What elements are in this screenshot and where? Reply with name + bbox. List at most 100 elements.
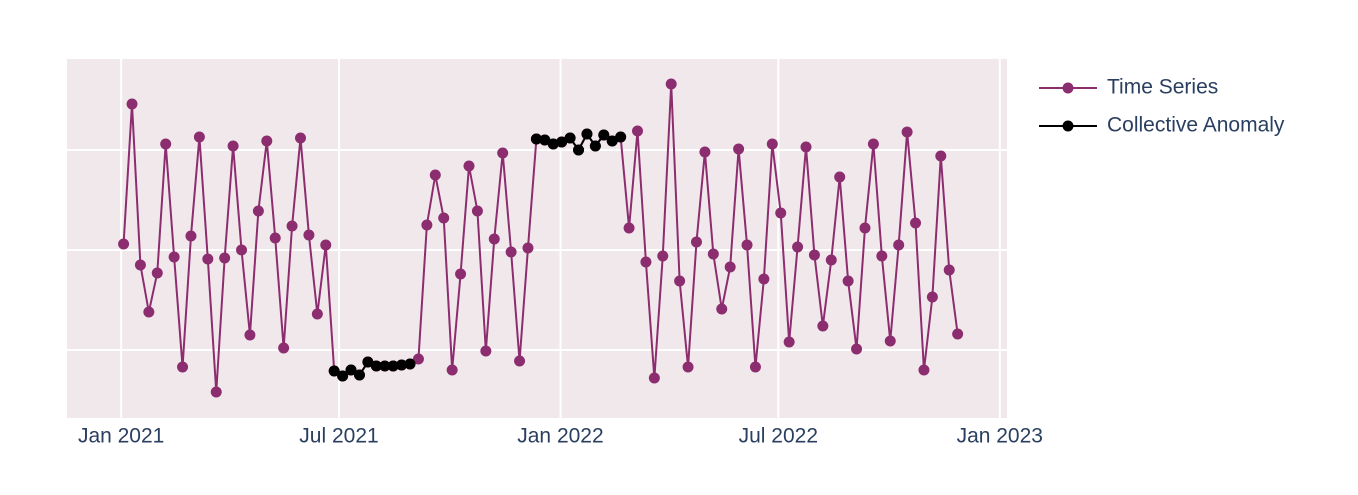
data-point	[345, 364, 357, 376]
data-point	[674, 275, 686, 287]
data-point	[792, 241, 804, 253]
data-point	[867, 138, 879, 150]
data-point	[884, 335, 896, 347]
data-point	[825, 254, 837, 266]
data-point	[185, 230, 197, 242]
x-tick-label: Jul 2021	[299, 425, 378, 448]
data-point	[690, 236, 702, 248]
data-point	[800, 141, 812, 153]
data-point	[623, 222, 635, 234]
data-point	[252, 205, 264, 217]
legend-marker	[1062, 82, 1074, 94]
data-point	[497, 147, 509, 159]
data-point	[910, 217, 922, 229]
data-point	[707, 248, 719, 260]
data-point	[724, 261, 736, 273]
data-point	[901, 126, 913, 138]
data-point	[648, 372, 660, 384]
data-point	[589, 140, 601, 152]
data-point	[581, 128, 593, 140]
data-point	[505, 246, 517, 258]
data-point	[151, 267, 163, 279]
data-point	[488, 233, 500, 245]
data-point	[530, 133, 542, 145]
data-point	[118, 238, 130, 250]
data-point	[311, 308, 323, 320]
data-point	[539, 134, 551, 146]
plot-area	[67, 59, 1007, 418]
data-point	[935, 150, 947, 162]
legend-label: Time Series	[1107, 76, 1218, 99]
data-point	[303, 229, 315, 241]
data-point	[328, 365, 340, 377]
data-point	[640, 256, 652, 268]
data-point	[766, 138, 778, 150]
data-point	[286, 220, 298, 232]
data-point	[421, 219, 433, 231]
data-point	[817, 320, 829, 332]
data-point	[665, 78, 677, 90]
data-point	[547, 138, 559, 150]
data-point	[598, 129, 610, 141]
data-point	[926, 291, 938, 303]
data-point	[370, 360, 382, 372]
data-point	[160, 138, 172, 150]
data-point	[429, 169, 441, 181]
data-point	[353, 369, 365, 381]
data-point	[177, 361, 189, 373]
data-point	[480, 345, 492, 357]
data-point	[952, 328, 964, 340]
x-tick-label: Jul 2022	[739, 425, 818, 448]
data-point	[379, 360, 391, 372]
data-point	[261, 135, 273, 147]
data-point	[918, 364, 930, 376]
data-point	[396, 359, 408, 371]
data-point	[573, 144, 585, 156]
data-point	[775, 207, 787, 219]
data-point	[219, 252, 231, 264]
data-point	[851, 343, 863, 355]
data-point	[446, 364, 458, 376]
data-point	[893, 239, 905, 251]
data-point	[741, 239, 753, 251]
data-point	[733, 143, 745, 155]
data-point	[236, 244, 248, 256]
data-point	[842, 275, 854, 287]
data-point	[876, 250, 888, 262]
data-point	[682, 361, 694, 373]
data-point	[463, 160, 475, 172]
data-point	[699, 146, 711, 158]
data-point	[606, 135, 618, 147]
data-point	[514, 355, 526, 367]
data-point	[631, 125, 643, 137]
data-point	[556, 136, 568, 148]
data-point	[522, 242, 534, 254]
data-point	[278, 342, 290, 354]
data-point	[471, 205, 483, 217]
data-point	[134, 259, 146, 271]
data-point	[657, 250, 669, 262]
data-point	[244, 329, 256, 341]
data-point	[749, 361, 761, 373]
data-point	[716, 303, 728, 315]
data-point	[202, 253, 214, 265]
data-point	[943, 264, 955, 276]
data-point	[320, 239, 332, 251]
data-point	[758, 273, 770, 285]
x-tick-label: Jan 2021	[78, 425, 164, 448]
data-point	[564, 132, 576, 144]
data-point	[412, 353, 424, 365]
x-tick-label: Jan 2023	[957, 425, 1043, 448]
x-tick-label: Jan 2022	[517, 425, 603, 448]
data-point	[362, 356, 374, 368]
data-point	[783, 336, 795, 348]
data-point	[808, 249, 820, 261]
legend-label: Collective Anomaly	[1107, 114, 1285, 137]
data-point	[168, 251, 180, 263]
data-point	[337, 370, 349, 382]
data-point	[615, 131, 627, 143]
data-point	[227, 140, 239, 152]
data-point	[269, 232, 281, 244]
legend-marker	[1062, 120, 1074, 132]
